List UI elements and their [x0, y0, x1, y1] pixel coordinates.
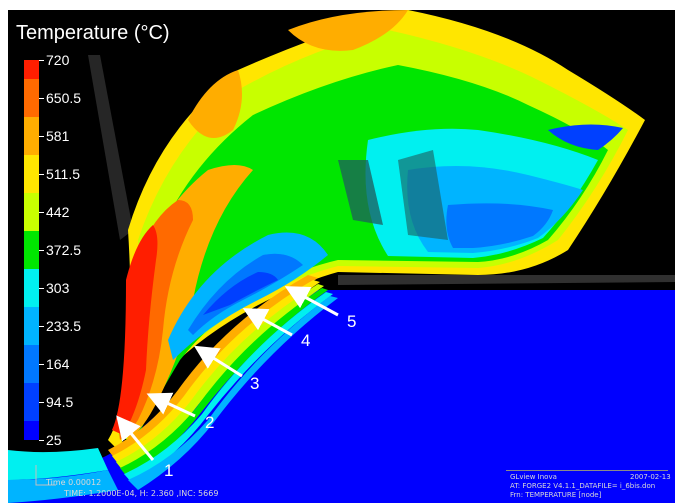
legend-label: 25 — [46, 432, 62, 448]
legend-label: 164 — [46, 356, 70, 372]
legend-label: 720 — [46, 52, 70, 68]
legend-swatch — [24, 269, 39, 307]
callout-label-3: 3 — [250, 374, 260, 393]
legend-label: 442 — [46, 204, 70, 220]
legend-label: 303 — [46, 280, 70, 296]
arrow-3 — [193, 345, 243, 378]
legend-swatch — [24, 383, 39, 421]
info-box — [506, 470, 668, 503]
legend-swatch — [24, 421, 39, 440]
app-name: GLview Inova — [510, 473, 557, 481]
chart-title: Temperature (°C) — [16, 22, 170, 44]
legend-tick — [39, 212, 44, 213]
tool-edge — [88, 55, 133, 240]
legend-tick — [39, 98, 44, 99]
legend-label: 94.5 — [46, 394, 74, 410]
legend-label: 650.5 — [46, 90, 82, 106]
arrow-4 — [242, 308, 293, 337]
legend-swatch — [24, 60, 39, 79]
field-line: Frn: TEMPERATURE [node] — [510, 491, 602, 499]
legend-tick — [39, 288, 44, 289]
callout-label-1: 1 — [164, 461, 174, 480]
legend-swatch — [24, 155, 39, 193]
legend-swatch — [24, 117, 39, 155]
legend-tick — [39, 326, 44, 327]
legend-label: 581 — [46, 128, 70, 144]
render-canvas[interactable] — [8, 10, 675, 503]
legend-swatch — [24, 307, 39, 345]
legend-tick — [39, 136, 44, 137]
legend-label: 233.5 — [46, 318, 82, 334]
legend-tick — [39, 250, 44, 251]
callout-label-5: 5 — [347, 312, 357, 331]
temperature-field — [8, 10, 675, 503]
legend-swatch — [24, 193, 39, 231]
time-full: TIME: 1.2000E-04, H: 2.360 ,INC: 5669 — [64, 489, 219, 498]
color-legend: 720 650.5 581 511.5 442 372.5 303 233.5 164 94.5 2… — [24, 53, 94, 450]
legend-swatch — [24, 231, 39, 269]
arrow-5 — [284, 286, 339, 317]
legend-swatch — [24, 79, 39, 117]
tool-plate — [338, 275, 675, 285]
callout-label-2: 2 — [205, 413, 215, 432]
legend-label: 511.5 — [46, 166, 80, 182]
legend-tick — [39, 402, 44, 403]
callout-label-4: 4 — [301, 331, 311, 350]
arrow-2 — [146, 392, 196, 418]
date-label: 2007-02-13 — [630, 473, 671, 481]
legend-tick — [39, 440, 44, 441]
legend-tick — [39, 174, 44, 175]
time-short: Time 0.00012 — [46, 478, 102, 487]
legend-swatch — [24, 345, 39, 383]
arrow-1 — [116, 415, 155, 461]
datafile-line: AT: FORGE2 V4.1.1_DATAFILE= i_6bis.don — [510, 482, 656, 490]
legend-tick — [39, 60, 44, 61]
legend-label: 372.5 — [46, 242, 82, 258]
legend-tick — [39, 364, 44, 365]
